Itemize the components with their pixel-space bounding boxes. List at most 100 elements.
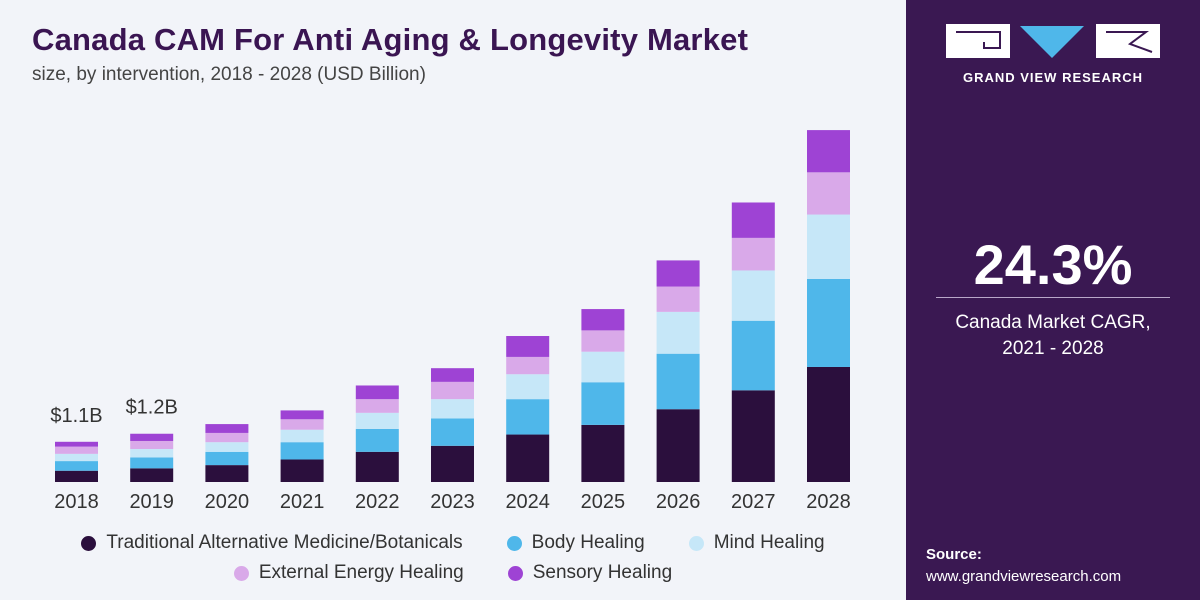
- bar-2021-segment-2: [280, 442, 324, 460]
- bar-2026-segment-3: [656, 311, 700, 354]
- bar-2020-segment-1: [205, 465, 249, 482]
- bar-2019-segment-5: [130, 433, 174, 441]
- bar-2028-segment-2: [807, 278, 850, 367]
- bar-2025-segment-1: [581, 424, 625, 482]
- legend-label: Sensory Healing: [532, 562, 673, 583]
- legend-row-1: Traditional Alternative Medicine/Botanic…: [0, 532, 906, 554]
- bar-2023-segment-4: [431, 381, 474, 400]
- bar-2027-segment-4: [731, 237, 775, 271]
- chart-subtitle: size, by intervention, 2018 - 2028 (USD …: [32, 64, 426, 85]
- bar-2026-segment-5: [656, 260, 700, 287]
- bar-2023-segment-2: [431, 418, 474, 446]
- chart-legend: Traditional Alternative Medicine/Botanic…: [0, 532, 906, 592]
- bar-2023-segment-5: [431, 368, 474, 382]
- bar-2027-segment-5: [731, 202, 775, 238]
- legend-label: Mind Healing: [713, 532, 825, 553]
- source-url[interactable]: www.grandviewresearch.com: [926, 568, 1122, 585]
- bar-2024-segment-2: [506, 399, 550, 435]
- bar-2021-segment-4: [280, 419, 324, 430]
- bar-2025-segment-2: [581, 382, 625, 425]
- stacked-bar-chart: 2018 $1.1B 2019 $1.2B 2020 2021 2022 2023 2024 20…: [50, 130, 851, 513]
- legend-swatch: [81, 535, 97, 551]
- legend-label: Body Healing: [531, 532, 645, 553]
- bar-2022-segment-2: [355, 428, 399, 452]
- bar-2028-segment-5: [807, 130, 850, 173]
- bar-2020-segment-2: [205, 451, 249, 466]
- bar-2020-segment-3: [205, 442, 249, 452]
- legend-label: Traditional Alternative Medicine/Botanic…: [106, 532, 463, 553]
- x-tick-label: 2027: [731, 491, 776, 513]
- cagr-value: 24.3%: [973, 233, 1133, 296]
- x-tick-label: 2021: [280, 491, 325, 513]
- x-tick-label: 2026: [656, 491, 701, 513]
- bar-2019-segment-1: [130, 468, 174, 482]
- bar-2020-segment-4: [205, 432, 249, 443]
- data-label-2018: $1.1B: [50, 405, 102, 427]
- bar-2028-segment-3: [807, 214, 850, 279]
- bar-2020-segment-5: [205, 424, 249, 433]
- x-tick-label: 2025: [581, 491, 626, 513]
- chart-title: Canada CAM For Anti Aging & Longevity Ma…: [32, 22, 749, 57]
- legend-swatch: [507, 565, 523, 581]
- legend-item-sensory-healing: Sensory Healing: [507, 562, 673, 584]
- bar-2025-segment-3: [581, 351, 625, 383]
- brand-name: GRAND VIEW RESEARCH: [962, 70, 1144, 85]
- data-label-2019: $1.2B: [126, 397, 178, 419]
- bar-2028-segment-4: [807, 172, 850, 215]
- source-label: Source:: [926, 546, 982, 563]
- x-tick-label: 2019: [129, 491, 174, 513]
- bar-2018-segment-1: [55, 470, 98, 482]
- bar-2023-segment-3: [431, 399, 474, 419]
- bar-2019-segment-4: [130, 440, 174, 450]
- legend-item-external-energy: External Energy Healing: [233, 562, 464, 584]
- bar-2024-segment-4: [506, 356, 550, 375]
- cagr-label-line-1: Canada Market CAGR,: [955, 312, 1151, 333]
- info-panel: GRAND VIEW RESEARCH 24.3% Canada Market …: [906, 0, 1200, 600]
- legend-swatch: [506, 535, 522, 551]
- bar-2018-segment-5: [55, 441, 98, 447]
- grand-view-research-logo: GRAND VIEW RESEARCH: [946, 22, 1160, 85]
- cagr-label-line-2: 2021 - 2028: [1002, 338, 1104, 359]
- bar-2027-segment-3: [731, 270, 775, 321]
- chart-panel: Canada CAM For Anti Aging & Longevity Ma…: [0, 0, 906, 600]
- bar-2024-segment-5: [506, 336, 550, 357]
- bar-2022-segment-5: [355, 385, 399, 400]
- bar-2021-segment-3: [280, 429, 324, 443]
- bar-2025-segment-4: [581, 330, 625, 352]
- cagr-label: Canada Market CAGR, 2021 - 2028: [906, 310, 1200, 362]
- bar-2019-segment-2: [130, 457, 174, 469]
- bar-2023-segment-1: [431, 445, 474, 482]
- x-tick-label: 2023: [430, 491, 475, 513]
- legend-swatch: [688, 535, 704, 551]
- x-tick-label: 2020: [205, 491, 250, 513]
- legend-swatch: [233, 565, 249, 581]
- bar-2026-segment-4: [656, 286, 700, 312]
- bar-2018-segment-4: [55, 446, 98, 454]
- x-tick-label: 2022: [355, 491, 400, 513]
- bar-2026-segment-2: [656, 353, 700, 410]
- legend-label: External Energy Healing: [258, 562, 464, 583]
- bar-2019-segment-3: [130, 449, 174, 458]
- x-tick-label: 2018: [54, 491, 99, 513]
- legend-row-2: External Energy Healing Sensory Healing: [0, 562, 906, 584]
- bar-2021-segment-5: [280, 410, 324, 420]
- bar-2027-segment-1: [731, 390, 775, 482]
- source-note: Source: www.grandviewresearch.com: [926, 544, 1121, 588]
- legend-item-botanicals: Traditional Alternative Medicine/Botanic…: [81, 532, 463, 554]
- bar-2028-segment-1: [807, 366, 850, 482]
- x-tick-label: 2028: [806, 491, 851, 513]
- bar-2027-segment-2: [731, 320, 775, 391]
- bar-2026-segment-1: [656, 409, 700, 482]
- bar-2022-segment-1: [355, 451, 399, 482]
- divider: [936, 297, 1170, 298]
- bar-2018-segment-2: [55, 461, 98, 471]
- bar-2025-segment-5: [581, 309, 625, 331]
- legend-item-body-healing: Body Healing: [506, 532, 645, 554]
- x-tick-label: 2024: [505, 491, 550, 513]
- bar-2022-segment-3: [355, 412, 399, 429]
- gvr-logo-icon: [946, 24, 1160, 58]
- bar-2018-segment-3: [55, 453, 98, 462]
- bar-2021-segment-1: [280, 459, 324, 482]
- bar-2024-segment-3: [506, 374, 550, 400]
- legend-item-mind-healing: Mind Healing: [688, 532, 825, 554]
